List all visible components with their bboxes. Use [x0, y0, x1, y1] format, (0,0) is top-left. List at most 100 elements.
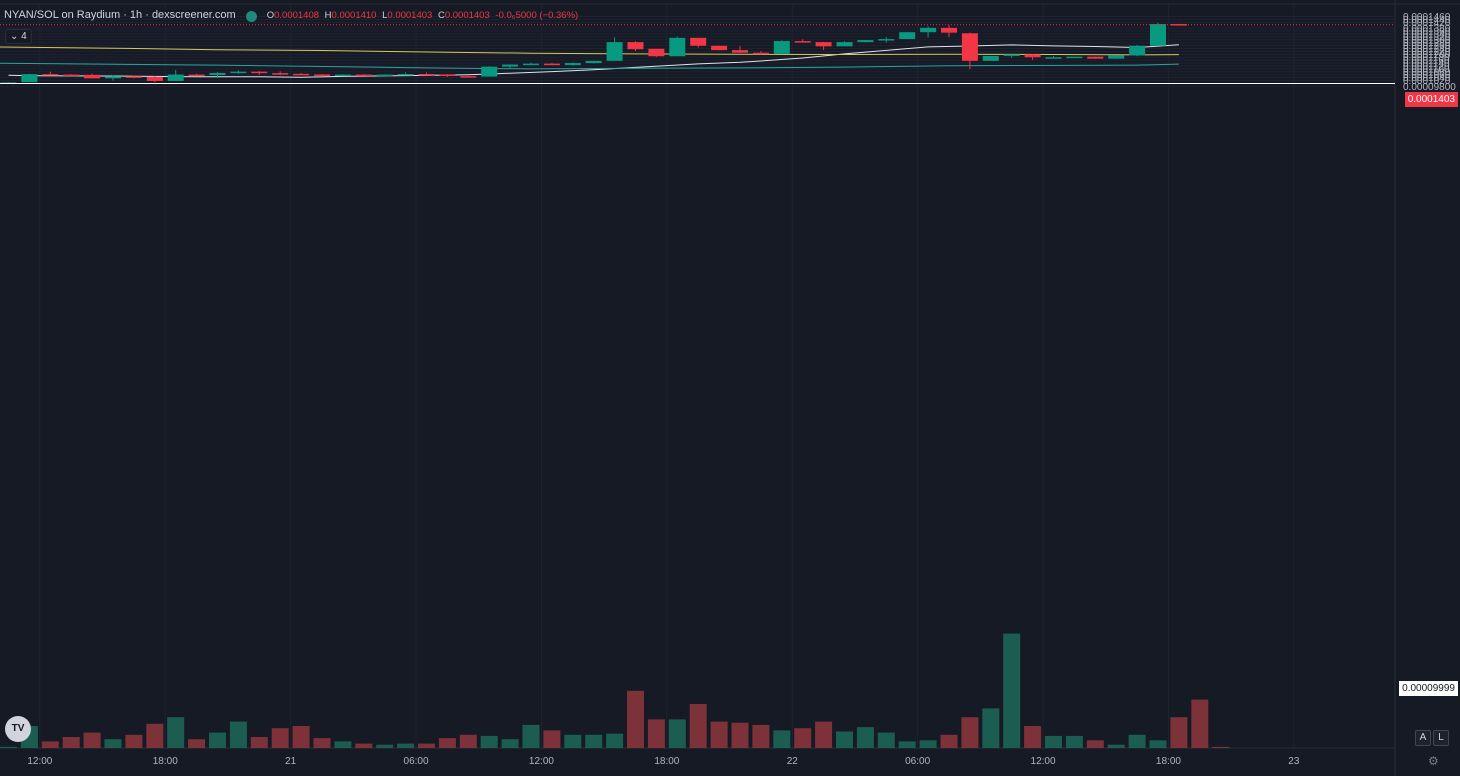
- candle-body: [460, 76, 477, 78]
- price-tick-label: 0.0001320: [1403, 32, 1451, 43]
- candle-body: [878, 39, 895, 41]
- time-tick-label: 12:00: [1031, 756, 1056, 767]
- candle: [397, 72, 414, 76]
- candle: [752, 51, 769, 55]
- price-tick-label: 0.0001460: [1403, 12, 1451, 23]
- candle: [314, 73, 330, 76]
- ohlc-change: -0.0₆5000 (−0.36%): [495, 9, 579, 21]
- candle: [481, 66, 498, 77]
- candle-body: [648, 48, 665, 57]
- candle: [42, 71, 59, 76]
- volume-bar: [877, 732, 895, 748]
- candle-body: [481, 66, 498, 77]
- candle: [899, 32, 916, 40]
- candle-body: [1024, 54, 1041, 58]
- candle: [1024, 54, 1041, 60]
- candle-body: [1066, 56, 1083, 59]
- log-scale-button[interactable]: L: [1433, 730, 1449, 746]
- candle-body: [961, 33, 978, 61]
- candle: [836, 41, 853, 47]
- candle-body: [669, 37, 686, 57]
- candle: [523, 62, 539, 66]
- price-tick-label: 0.0001120: [1403, 61, 1450, 72]
- volume-bar: [815, 721, 833, 748]
- price-tick-label: 0.0001100: [1403, 64, 1450, 75]
- candle-body: [1045, 57, 1062, 59]
- candle: [982, 55, 999, 61]
- price-tick-label: 0.0001080: [1403, 67, 1451, 78]
- volume-bar: [1045, 735, 1062, 748]
- candle-body: [314, 74, 330, 76]
- candle: [941, 25, 957, 38]
- time-tick-label: 18:00: [1156, 756, 1181, 767]
- volume-bar: [1191, 699, 1209, 748]
- candle: [1045, 55, 1062, 59]
- time-tick-label: 21: [285, 756, 297, 767]
- candle-body: [146, 76, 163, 81]
- volume-bar: [1003, 633, 1021, 748]
- volume-bar: [836, 731, 853, 748]
- volume-bar: [41, 741, 59, 748]
- volume-bar: [919, 740, 937, 748]
- ohlc-low: 0.0001403: [387, 9, 433, 21]
- volume-bar: [1212, 746, 1230, 748]
- volume-bar: [731, 722, 749, 748]
- candle: [878, 37, 895, 43]
- candle-body: [167, 74, 184, 81]
- price-tick-label: 0.0001280: [1403, 38, 1451, 49]
- candle: [564, 62, 581, 66]
- price-lines: [0, 24, 1395, 84]
- candle: [920, 26, 937, 38]
- volume-bar: [250, 737, 268, 748]
- candle-body: [209, 72, 226, 75]
- volume-bar: [0, 746, 17, 748]
- candle: [669, 36, 686, 57]
- candle-body: [857, 40, 874, 43]
- volume-bar: [1170, 717, 1188, 748]
- volume-bar: [1065, 735, 1083, 748]
- volume-bar: [62, 737, 80, 748]
- volume-bar: [564, 734, 582, 748]
- candle: [690, 37, 707, 48]
- time-tick-label: 22: [787, 756, 799, 767]
- candle-body: [711, 45, 728, 51]
- volume-histogram: [0, 633, 1230, 748]
- candle: [1108, 55, 1125, 59]
- tradingview-logo[interactable]: TV: [5, 716, 31, 742]
- volume-bar: [438, 738, 456, 748]
- candle: [585, 60, 602, 64]
- ohlc-low-key: L: [382, 9, 388, 21]
- indicators-toggle-button[interactable]: ⌄ 4: [5, 29, 32, 44]
- volume-bar: [397, 743, 415, 748]
- volume-bar: [752, 724, 770, 748]
- ohlc-open-key: O: [266, 9, 275, 21]
- time-tick-label: 12:00: [529, 756, 554, 767]
- volume-bar: [606, 733, 624, 748]
- candle: [21, 73, 38, 83]
- ohlc-close: 0.0001403: [444, 9, 490, 21]
- candle: [1087, 56, 1104, 59]
- candle: [63, 74, 80, 77]
- gear-icon[interactable]: ⚙: [1428, 754, 1439, 768]
- candle: [815, 41, 832, 50]
- candle: [334, 74, 351, 77]
- volume-bar: [125, 734, 143, 748]
- candle-body: [42, 74, 59, 76]
- candle-body: [1150, 24, 1166, 46]
- candle: [418, 72, 435, 76]
- volume-bar: [794, 728, 812, 748]
- time-tick-label: 12:00: [27, 756, 52, 767]
- candle-body: [397, 73, 414, 76]
- volume-bar: [1107, 744, 1125, 748]
- candle-body: [1087, 56, 1104, 59]
- time-tick-label: 18:00: [654, 756, 679, 767]
- volume-bar: [898, 741, 916, 748]
- candle: [125, 75, 142, 79]
- volume-bar: [543, 730, 561, 748]
- candle-body: [732, 50, 748, 53]
- volume-bar: [209, 732, 226, 748]
- time-tick-label: 18:00: [153, 756, 178, 767]
- auto-scale-button[interactable]: A: [1415, 730, 1431, 746]
